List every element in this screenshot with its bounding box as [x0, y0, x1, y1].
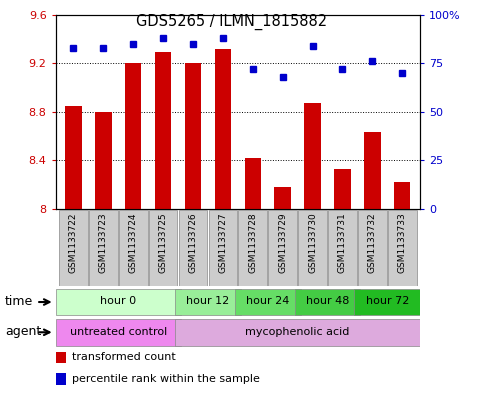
Text: GSM1133722: GSM1133722: [69, 212, 78, 273]
Bar: [239, 210, 267, 286]
Bar: [179, 210, 207, 286]
Bar: [175, 289, 241, 315]
Bar: [274, 187, 291, 209]
Bar: [125, 63, 142, 209]
Bar: [244, 158, 261, 209]
Text: percentile rank within the sample: percentile rank within the sample: [72, 374, 260, 384]
Text: GSM1133730: GSM1133730: [308, 212, 317, 273]
Text: hour 0: hour 0: [100, 296, 136, 307]
Bar: [235, 289, 300, 315]
Bar: [95, 112, 112, 209]
Text: GDS5265 / ILMN_1815882: GDS5265 / ILMN_1815882: [136, 14, 327, 30]
Text: GSM1133731: GSM1133731: [338, 212, 347, 273]
Text: hour 12: hour 12: [186, 296, 229, 307]
Bar: [209, 210, 237, 286]
Bar: [394, 182, 411, 209]
Bar: [59, 210, 88, 286]
Bar: [295, 289, 360, 315]
Text: GSM1133724: GSM1133724: [129, 212, 138, 273]
Text: untreated control: untreated control: [70, 327, 167, 337]
Text: GSM1133725: GSM1133725: [158, 212, 168, 273]
Bar: [56, 289, 181, 315]
Text: time: time: [5, 295, 33, 308]
Bar: [304, 103, 321, 209]
Bar: [298, 210, 327, 286]
Bar: [358, 210, 387, 286]
Text: agent: agent: [5, 325, 41, 338]
Bar: [364, 132, 381, 209]
Text: GSM1133728: GSM1133728: [248, 212, 257, 273]
Text: GSM1133727: GSM1133727: [218, 212, 227, 273]
Bar: [119, 210, 148, 286]
Bar: [149, 210, 177, 286]
Text: hour 48: hour 48: [306, 296, 349, 307]
Bar: [56, 373, 66, 384]
Text: GSM1133733: GSM1133733: [398, 212, 407, 273]
Text: mycophenolic acid: mycophenolic acid: [245, 327, 350, 337]
Bar: [355, 289, 420, 315]
Bar: [89, 210, 118, 286]
Text: GSM1133723: GSM1133723: [99, 212, 108, 273]
Text: hour 24: hour 24: [246, 296, 289, 307]
Text: GSM1133726: GSM1133726: [188, 212, 198, 273]
Bar: [65, 106, 82, 209]
Text: GSM1133732: GSM1133732: [368, 212, 377, 273]
Text: GSM1133729: GSM1133729: [278, 212, 287, 273]
Bar: [388, 210, 417, 286]
Bar: [334, 169, 351, 209]
Text: transformed count: transformed count: [72, 352, 176, 362]
Bar: [175, 319, 420, 345]
Bar: [56, 351, 66, 363]
Bar: [185, 63, 201, 209]
Bar: [56, 319, 181, 345]
Bar: [155, 52, 171, 209]
Bar: [215, 49, 231, 209]
Bar: [328, 210, 357, 286]
Text: hour 72: hour 72: [366, 296, 409, 307]
Bar: [269, 210, 297, 286]
